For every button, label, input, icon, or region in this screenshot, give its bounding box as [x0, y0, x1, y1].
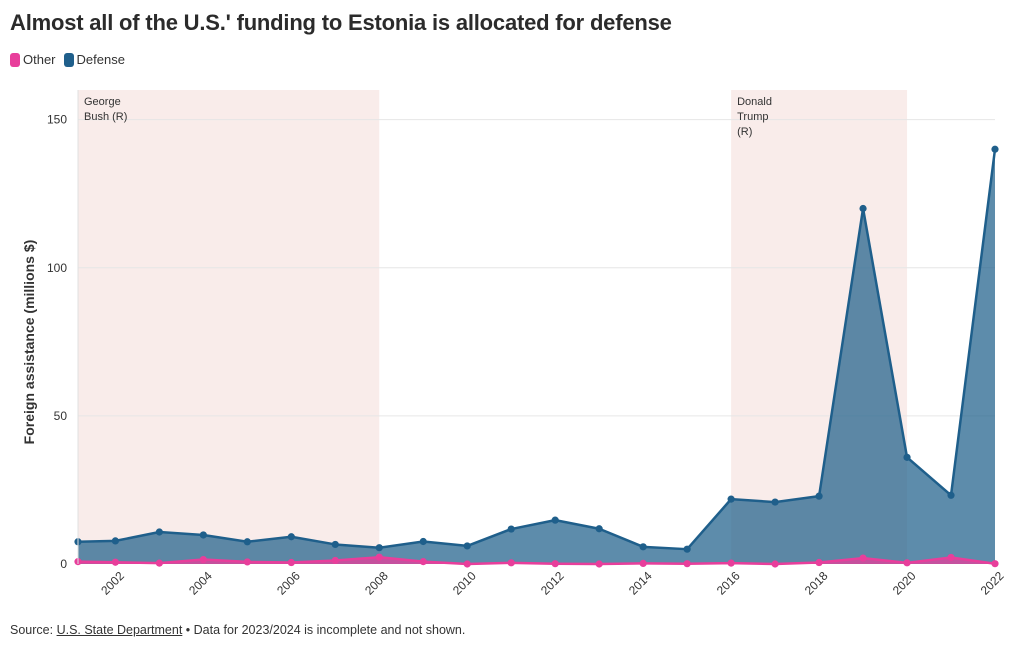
x-tick-label: 2022 — [978, 569, 1007, 598]
presidency-label-line: George — [84, 96, 121, 108]
point-other — [683, 560, 691, 568]
point-other — [419, 558, 427, 566]
point-defense — [551, 516, 559, 524]
legend: Other Defense — [10, 52, 125, 67]
presidency-label-line: Bush (R) — [84, 111, 127, 123]
point-other — [375, 553, 383, 561]
line-defense — [77, 149, 997, 551]
presidency-label-1: Donald Trump (R) — [737, 96, 772, 138]
source-prefix: Source: — [10, 623, 57, 637]
point-defense — [155, 528, 163, 536]
point-other — [243, 558, 251, 566]
point-other — [727, 559, 735, 567]
y-axis: 0 50 100 150 — [47, 90, 79, 571]
point-defense — [507, 525, 515, 533]
point-defense — [727, 495, 735, 503]
y-tick-label: 100 — [47, 261, 67, 275]
point-defense — [771, 498, 779, 506]
point-other — [815, 558, 823, 567]
source-note-text: • Data for 2023/2024 is incomplete and n… — [182, 623, 466, 637]
legend-item-other[interactable]: Other — [10, 52, 56, 67]
point-other — [947, 553, 955, 562]
point-defense — [815, 492, 823, 500]
x-tick-label: 2006 — [274, 569, 303, 598]
point-other — [463, 560, 471, 568]
x-tick-label: 2016 — [714, 569, 743, 598]
point-other — [507, 559, 515, 567]
point-defense — [375, 544, 383, 552]
presidency-label-line: (R) — [737, 126, 752, 138]
presidency-label-line: Donald — [737, 96, 772, 108]
point-defense — [287, 533, 295, 541]
point-other — [111, 558, 119, 566]
area-chart: George Bush (R) Donald Trump (R) 0 50 100 150 2… — [21, 90, 1007, 598]
legend-swatch-other — [10, 52, 20, 67]
legend-label-defense: Defense — [76, 52, 125, 67]
series-points — [74, 145, 999, 568]
point-defense — [947, 491, 955, 499]
series-lines — [77, 149, 997, 566]
x-tick-label: 2008 — [362, 569, 391, 598]
point-defense — [639, 543, 647, 551]
point-defense — [903, 453, 911, 461]
point-other — [595, 560, 603, 568]
presidency-band-0 — [78, 90, 380, 564]
point-defense — [111, 537, 119, 545]
line-other — [77, 555, 996, 566]
point-other — [903, 559, 911, 567]
point-defense — [199, 531, 207, 539]
point-other — [639, 559, 647, 568]
point-defense — [991, 145, 999, 153]
point-other — [991, 560, 999, 568]
point-other — [287, 558, 295, 567]
point-other — [155, 559, 163, 567]
source-note: Source: U.S. State Department • Data for… — [10, 623, 465, 637]
x-tick-label: 2012 — [538, 569, 567, 598]
x-tick-label: 2010 — [450, 569, 479, 598]
point-defense — [595, 525, 603, 533]
y-tick-label: 150 — [47, 113, 67, 127]
presidency-label-0: George Bush (R) — [84, 96, 127, 123]
area-defense — [78, 149, 995, 564]
point-defense — [859, 204, 867, 213]
chart-title: Almost all of the U.S.' funding to Eston… — [10, 10, 672, 35]
presidency-labels: George Bush (R) Donald Trump (R) — [84, 96, 772, 138]
x-tick-label: 2002 — [98, 569, 127, 598]
presidency-label-line: Trump — [737, 111, 768, 123]
point-other — [199, 555, 207, 564]
legend-item-defense[interactable]: Defense — [63, 52, 125, 67]
point-defense — [463, 542, 471, 550]
x-axis: 2002 2004 2006 2008 2010 2012 2014 2016 2018 2020… — [98, 569, 1007, 598]
x-tick-label: 2020 — [890, 569, 919, 598]
presidency-bands — [78, 90, 908, 564]
point-defense — [419, 537, 427, 546]
point-defense — [683, 545, 691, 553]
point-other — [771, 560, 779, 568]
legend-swatch-defense — [63, 52, 74, 67]
point-other — [551, 560, 559, 568]
x-tick-label: 2004 — [186, 569, 215, 598]
y-axis-label: Foreign assistance (millions $) — [21, 240, 37, 445]
y-tick-label: 50 — [54, 409, 68, 423]
source-link[interactable]: U.S. State Department — [56, 623, 183, 637]
point-other — [859, 554, 867, 562]
point-defense — [331, 540, 339, 549]
y-tick-label: 0 — [60, 557, 67, 571]
point-defense — [243, 538, 251, 546]
x-tick-label: 2018 — [802, 569, 831, 598]
point-other — [331, 556, 339, 565]
legend-label-other: Other — [23, 52, 56, 67]
x-tick-label: 2014 — [626, 569, 655, 598]
